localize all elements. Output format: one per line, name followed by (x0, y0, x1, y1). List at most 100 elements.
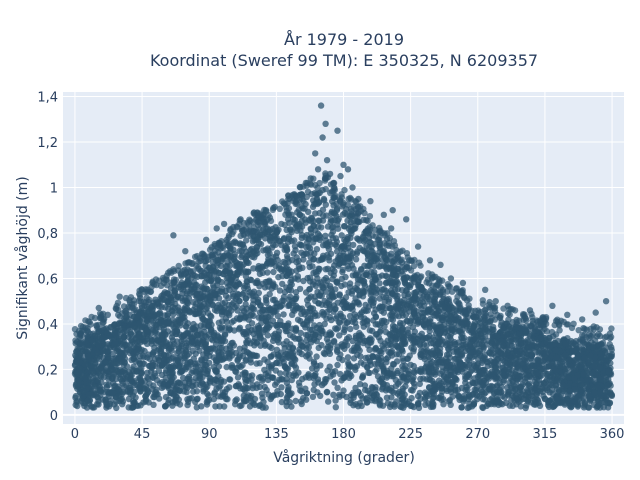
data-point (372, 344, 379, 352)
data-point (327, 342, 334, 349)
data-point (486, 325, 493, 332)
data-point (250, 265, 257, 272)
data-point (155, 357, 162, 364)
data-point (319, 217, 327, 224)
data-point (175, 379, 183, 386)
data-point (318, 341, 325, 349)
data-point (318, 256, 325, 263)
data-point (536, 348, 544, 355)
data-point (348, 262, 356, 269)
data-point (239, 362, 246, 369)
data-point (298, 213, 306, 220)
data-point (495, 401, 502, 409)
data-point (307, 333, 314, 340)
data-point (396, 392, 403, 399)
data-point (372, 360, 379, 368)
data-point (602, 362, 610, 369)
data-point (467, 343, 474, 350)
data-point (205, 277, 213, 284)
data-point (484, 359, 491, 366)
data-point (347, 223, 354, 230)
data-point (418, 309, 425, 317)
data-point (94, 377, 102, 384)
data-point (280, 341, 287, 348)
data-point (421, 355, 428, 362)
data-point (513, 371, 521, 379)
data-point (309, 203, 317, 210)
data-point (492, 342, 499, 349)
data-point (411, 383, 418, 391)
data-point (269, 296, 277, 304)
data-point (402, 401, 409, 408)
data-point (337, 370, 344, 378)
data-point (127, 390, 134, 397)
data-point (347, 325, 354, 333)
data-point (407, 334, 414, 341)
data-point (178, 342, 185, 350)
data-point (322, 378, 329, 385)
data-point (408, 402, 415, 410)
data-point (338, 377, 345, 384)
data-point (331, 268, 338, 275)
data-point (283, 245, 290, 252)
data-point (298, 350, 306, 358)
data-point (280, 258, 287, 266)
data-point (292, 397, 299, 405)
data-point (345, 359, 352, 367)
data-point (177, 281, 184, 289)
data-point (456, 358, 464, 365)
data-point (574, 401, 582, 408)
data-point (204, 390, 211, 397)
data-point (221, 403, 228, 410)
data-point (421, 389, 429, 396)
data-point (437, 359, 444, 366)
data-point (188, 369, 195, 377)
data-point (298, 223, 306, 230)
data-point (480, 354, 488, 361)
data-point (347, 248, 354, 255)
data-point (506, 338, 513, 345)
data-point (215, 276, 222, 284)
data-point (546, 334, 553, 342)
data-point (571, 347, 578, 355)
data-point (331, 379, 338, 386)
data-point (533, 391, 541, 398)
data-point (236, 351, 243, 359)
data-point (281, 288, 289, 296)
data-point (125, 404, 132, 411)
data-point (120, 334, 128, 341)
data-point (548, 386, 556, 394)
data-point (608, 351, 615, 358)
data-point (307, 317, 314, 324)
data-point (369, 353, 377, 360)
data-point (260, 398, 267, 406)
data-point (525, 380, 533, 387)
data-point (211, 268, 219, 275)
data-point (256, 325, 263, 332)
data-point (103, 383, 111, 391)
data-point (186, 375, 193, 382)
data-point (332, 286, 339, 293)
data-point (264, 269, 271, 276)
data-point (458, 384, 466, 392)
data-point (375, 356, 382, 363)
data-point (338, 282, 345, 290)
data-point (340, 328, 347, 336)
data-point (93, 354, 101, 362)
data-point (235, 381, 242, 388)
data-point (312, 210, 319, 217)
data-point (414, 392, 422, 400)
data-point (436, 349, 444, 356)
data-point (393, 351, 400, 358)
data-point (234, 374, 242, 381)
data-point (191, 360, 199, 367)
data-point (88, 384, 95, 391)
data-point (159, 296, 166, 303)
data-point (300, 256, 307, 263)
data-point (322, 274, 330, 282)
data-point (538, 342, 546, 350)
data-point (288, 360, 296, 368)
data-point (339, 391, 346, 399)
data-point (423, 342, 430, 349)
